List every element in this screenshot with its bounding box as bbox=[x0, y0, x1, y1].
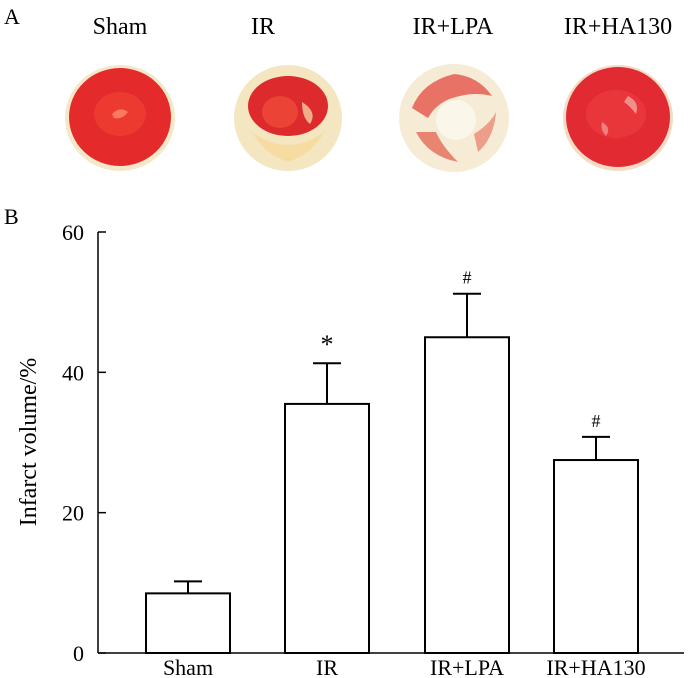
x-category-label: IR+LPA bbox=[430, 655, 504, 678]
y-tick-label: 40 bbox=[62, 360, 84, 385]
bar-ir-lpa bbox=[424, 336, 510, 654]
y-tick-label: 60 bbox=[62, 220, 84, 245]
y-tick-label: 0 bbox=[73, 641, 84, 666]
bar-ir-ha130 bbox=[553, 459, 639, 654]
brain-slice-photo-row: Sham IR IR+LPA IR+HA130 bbox=[0, 0, 700, 200]
panel-b-letter: B bbox=[4, 204, 19, 229]
y-tick-label: 20 bbox=[62, 501, 84, 526]
brain-slice-ir-ha130 bbox=[563, 65, 673, 171]
significance-marker: # bbox=[592, 411, 601, 431]
panel-a-letter: A bbox=[4, 4, 20, 29]
photo-label-ir-ha130: IR+HA130 bbox=[563, 14, 673, 40]
photo-label-ir-lpa: IR+LPA bbox=[412, 14, 494, 40]
significance-marker: * bbox=[321, 330, 334, 359]
photo-label-ir: IR bbox=[251, 14, 275, 40]
bar-ir bbox=[284, 402, 370, 654]
x-category-label: IR bbox=[316, 655, 338, 678]
photo-label-sham: Sham bbox=[92, 14, 148, 40]
bar-sham bbox=[145, 592, 231, 655]
significance-marker: # bbox=[463, 268, 472, 288]
brain-slice-ir bbox=[234, 65, 342, 171]
x-category-label: Sham bbox=[163, 655, 213, 678]
y-axis-label: Infarct volume/% bbox=[16, 358, 42, 527]
brain-slice-ir-lpa bbox=[399, 64, 509, 172]
brain-slice-sham bbox=[65, 65, 175, 171]
x-category-label: IR+HA130 bbox=[546, 655, 645, 678]
